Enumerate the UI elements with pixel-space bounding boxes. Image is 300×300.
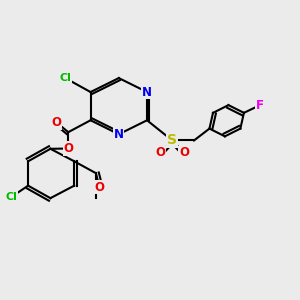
Text: N: N [142,85,152,98]
Text: O: O [51,116,62,129]
Text: O: O [94,181,104,194]
Text: Cl: Cl [6,192,18,202]
Text: N: N [114,128,124,141]
Text: S: S [167,134,177,148]
Text: O: O [155,146,165,160]
Text: O: O [179,146,189,160]
Text: O: O [63,142,73,155]
Text: Cl: Cl [59,73,71,83]
Text: F: F [256,99,264,112]
